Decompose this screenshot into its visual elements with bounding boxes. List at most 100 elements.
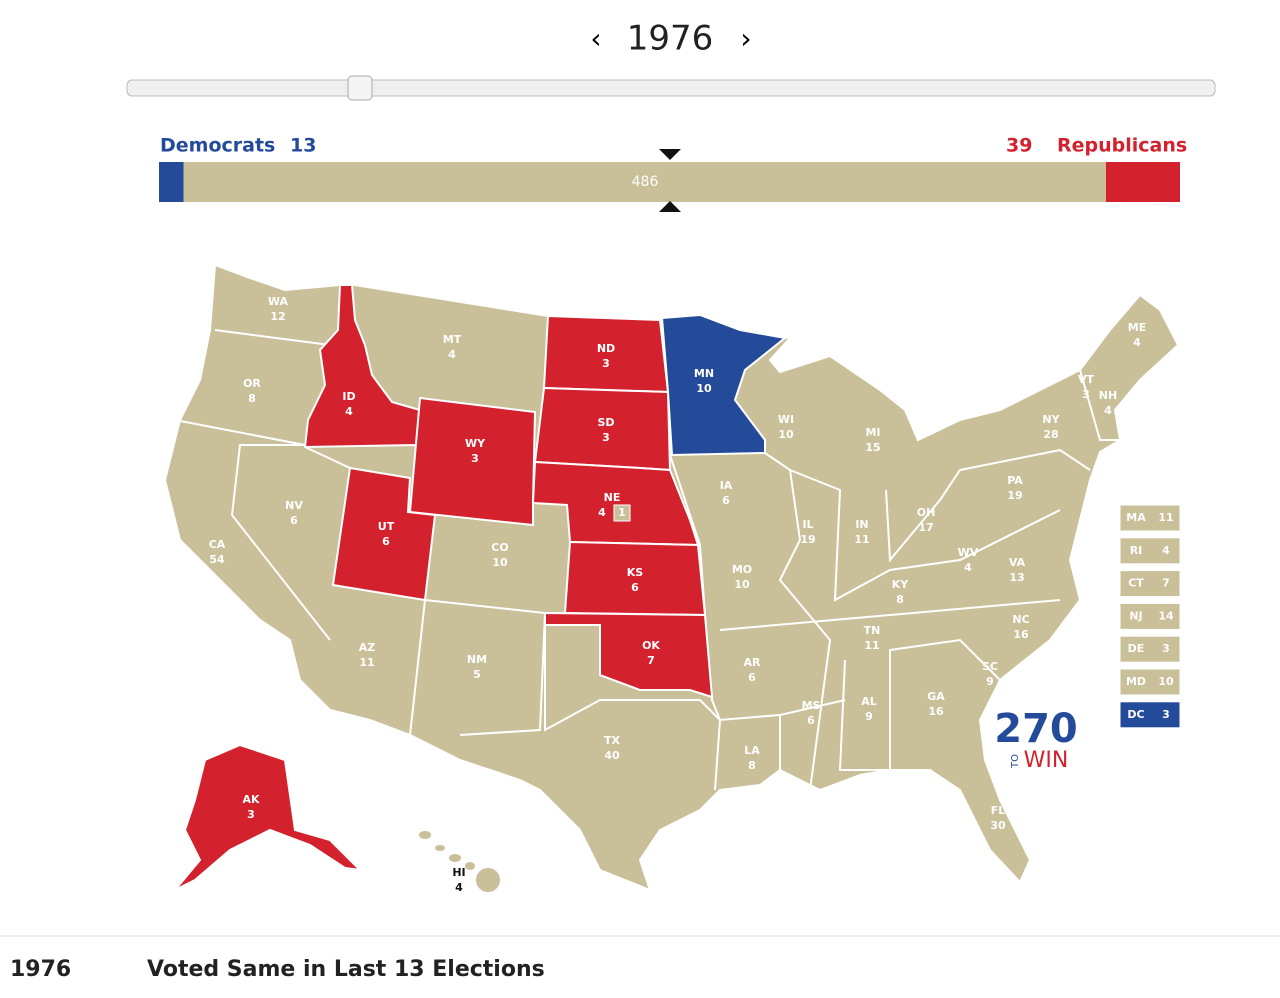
state-shape xyxy=(544,611,714,699)
small-state-votes: 14 xyxy=(1158,609,1174,622)
rep-label: Republicans xyxy=(1057,135,1187,157)
year: 1976 xyxy=(627,19,714,59)
state-votes: 10 xyxy=(778,428,794,441)
state-votes: 4 xyxy=(1104,404,1112,417)
next-year[interactable]: › xyxy=(740,22,751,55)
small-state-abbr: MA xyxy=(1126,511,1146,524)
state-votes: 6 xyxy=(290,514,298,527)
state-abbr: NC xyxy=(1012,613,1029,626)
state-votes: 40 xyxy=(604,749,620,762)
state-shape xyxy=(408,396,537,527)
state-abbr: AL xyxy=(861,695,877,708)
logo-number: 270 xyxy=(994,706,1078,752)
state-votes: 4 xyxy=(598,506,606,519)
state-votes: 4 xyxy=(448,348,456,361)
state-abbr: CA xyxy=(209,538,226,551)
state-abbr: CO xyxy=(491,541,508,554)
state-votes: 6 xyxy=(748,671,756,684)
state-votes: 3 xyxy=(471,452,479,465)
state-votes: 11 xyxy=(854,533,869,546)
state-abbr: IN xyxy=(855,518,868,531)
state-votes: 16 xyxy=(928,705,944,718)
state-abbr: OR xyxy=(243,377,261,390)
state-abbr: ID xyxy=(342,390,355,403)
state-votes: 11 xyxy=(359,656,374,669)
state-abbr: IA xyxy=(720,479,733,492)
state-abbr: IL xyxy=(802,518,813,531)
state-abbr: SC xyxy=(982,660,998,673)
state-votes: 11 xyxy=(864,639,879,652)
state-abbr: VT xyxy=(1078,373,1095,386)
slider-thumb[interactable] xyxy=(347,75,373,101)
prev-year[interactable]: ‹ xyxy=(590,22,601,55)
state-shapes xyxy=(174,284,788,891)
small-state-abbr: DE xyxy=(1128,642,1145,655)
small-state-box xyxy=(1119,570,1181,598)
small-state-abbr: DC xyxy=(1127,708,1144,721)
small-state-box xyxy=(1119,635,1181,663)
state-abbr: OH xyxy=(917,506,936,519)
state-votes: 10 xyxy=(696,382,712,395)
state-votes: 6 xyxy=(722,494,730,507)
marker-top xyxy=(659,149,681,160)
state-votes: 9 xyxy=(986,675,994,688)
state-votes: 4 xyxy=(964,561,972,574)
dem-label: Democrats xyxy=(160,135,275,157)
state-abbr: ND xyxy=(597,342,615,355)
state-votes: 10 xyxy=(734,578,750,591)
state-votes: 4 xyxy=(345,405,353,418)
state-votes: 13 xyxy=(1009,571,1024,584)
state-votes: 6 xyxy=(631,581,639,594)
small-states: MA 11 RI 4 CT 7 NJ 14 DE 3 MD 10 DC 3 xyxy=(1119,504,1181,729)
state-abbr: NY xyxy=(1042,413,1060,426)
state-shape xyxy=(174,743,363,891)
logo-to: TO xyxy=(1010,754,1021,769)
state-votes: 5 xyxy=(473,668,481,681)
state-votes: 3 xyxy=(1082,388,1090,401)
state-votes: 15 xyxy=(865,441,880,454)
state-votes: 54 xyxy=(209,553,225,566)
state-votes: 6 xyxy=(807,714,815,727)
state-abbr: MT xyxy=(443,333,462,346)
state-abbr: FL xyxy=(991,804,1006,817)
state-votes: 8 xyxy=(748,759,756,772)
state-abbr: MN xyxy=(694,367,714,380)
state-abbr: AR xyxy=(744,656,762,669)
state-abbr: MI xyxy=(865,426,880,439)
state-votes: 7 xyxy=(647,654,655,667)
small-state-box xyxy=(1119,602,1181,630)
state-votes: 3 xyxy=(602,431,610,444)
state-votes: 6 xyxy=(382,535,390,548)
small-state-box xyxy=(1119,537,1181,565)
undecided-count: 486 xyxy=(632,174,659,190)
state-votes: 8 xyxy=(248,392,256,405)
state-shape xyxy=(660,313,788,457)
state-votes: 28 xyxy=(1043,428,1058,441)
small-state-votes: 3 xyxy=(1162,642,1170,655)
slider-track[interactable] xyxy=(126,79,1216,97)
small-state-box xyxy=(1119,701,1181,729)
state-votes: 17 xyxy=(918,521,933,534)
district-box xyxy=(613,504,631,522)
small-state-box xyxy=(1119,668,1181,696)
state-abbr: KY xyxy=(892,578,910,591)
rep-count: 39 xyxy=(1006,135,1032,157)
state-abbr: OK xyxy=(642,639,660,652)
district-votes: 1 xyxy=(618,506,626,519)
state-votes: 3 xyxy=(602,357,610,370)
small-state-box xyxy=(1119,504,1181,532)
hawaii xyxy=(419,831,500,892)
small-state-votes: 7 xyxy=(1162,577,1170,590)
dem-count: 13 xyxy=(290,135,316,157)
footer-year: 1976 xyxy=(10,957,71,982)
state-votes: 19 xyxy=(800,533,815,546)
logo-win: WIN xyxy=(1024,748,1069,773)
state-votes: 4 xyxy=(1133,336,1141,349)
marker-bottom xyxy=(659,201,681,212)
state-abbr: NH xyxy=(1099,389,1117,402)
state-votes: 16 xyxy=(1013,628,1029,641)
state-abbr: LA xyxy=(744,744,760,757)
state-abbr: NV xyxy=(285,499,303,512)
small-state-abbr: CT xyxy=(1128,577,1144,590)
